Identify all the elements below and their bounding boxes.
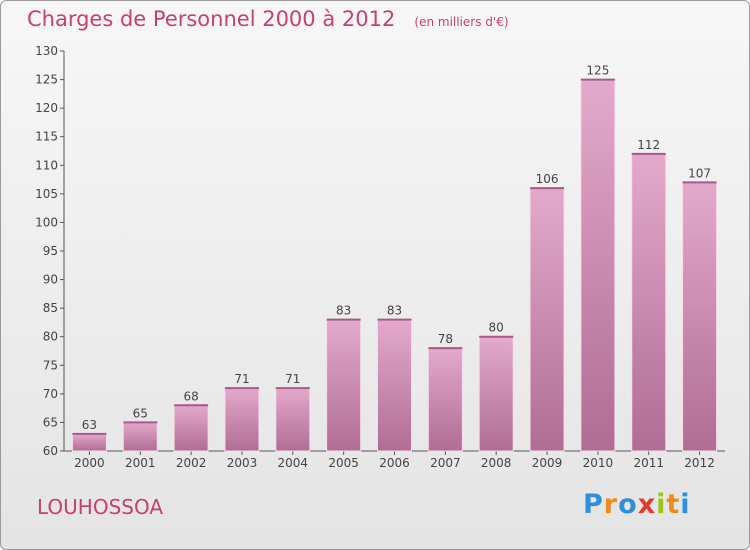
x-tick-label: 2002 xyxy=(176,456,207,470)
bar xyxy=(427,347,463,452)
data-label: 112 xyxy=(637,138,660,152)
data-label: 65 xyxy=(133,406,148,420)
y-tick-label: 115 xyxy=(35,130,58,144)
bar xyxy=(631,153,667,452)
chart-title: Charges de Personnel 2000 à 2012 xyxy=(27,7,396,31)
y-tick-label: 80 xyxy=(43,330,58,344)
bar xyxy=(275,387,311,452)
logo-letter: o xyxy=(618,489,638,520)
bar xyxy=(529,187,565,452)
logo-letter: i xyxy=(656,489,667,520)
y-tick-label: 65 xyxy=(43,415,58,429)
x-tick-label: 2006 xyxy=(379,456,410,470)
x-tick-label: 2012 xyxy=(684,456,715,470)
x-tick-label: 2003 xyxy=(227,456,258,470)
y-tick-label: 110 xyxy=(35,158,58,172)
logo-letter: P xyxy=(583,489,604,520)
logo-letter: t xyxy=(666,489,681,520)
data-label: 63 xyxy=(82,418,97,432)
y-tick-label: 130 xyxy=(35,44,58,58)
bar xyxy=(122,421,158,452)
y-tick-label: 90 xyxy=(43,273,58,287)
data-label: 80 xyxy=(489,321,504,335)
y-tick-label: 120 xyxy=(35,101,58,115)
x-tick-label: 2005 xyxy=(328,456,359,470)
data-label: 106 xyxy=(536,172,559,186)
data-label: 83 xyxy=(336,304,351,318)
y-tick-label: 125 xyxy=(35,73,58,87)
x-tick-label: 2011 xyxy=(633,456,664,470)
data-label: 107 xyxy=(688,166,711,180)
bar xyxy=(173,404,209,452)
y-tick-label: 100 xyxy=(35,215,58,229)
proxiti-logo: Proxiti xyxy=(583,489,691,520)
x-tick-label: 2001 xyxy=(125,456,156,470)
chart-subtitle: (en milliers d'€) xyxy=(414,15,509,29)
x-tick-label: 2008 xyxy=(481,456,512,470)
chart-header: Charges de Personnel 2000 à 2012 (en mil… xyxy=(27,7,509,31)
bar xyxy=(580,79,616,452)
bar xyxy=(377,319,412,452)
logo-letter: x xyxy=(637,489,657,520)
data-label: 83 xyxy=(387,304,402,318)
y-tick-label: 85 xyxy=(43,301,58,315)
logo-letter: r xyxy=(603,489,619,520)
bar xyxy=(326,319,362,452)
x-tick-label: 2010 xyxy=(583,456,614,470)
y-tick-label: 105 xyxy=(35,187,58,201)
y-tick-label: 60 xyxy=(43,444,58,458)
data-label: 125 xyxy=(586,64,609,78)
x-tick-label: 2009 xyxy=(532,456,563,470)
data-label: 78 xyxy=(438,332,453,346)
y-tick-label: 70 xyxy=(43,387,58,401)
x-tick-label: 2004 xyxy=(278,456,309,470)
x-tick-label: 2007 xyxy=(430,456,461,470)
bar xyxy=(224,387,260,452)
data-label: 71 xyxy=(234,372,249,386)
data-label: 71 xyxy=(285,372,300,386)
logo-letter: i xyxy=(680,489,691,520)
y-tick-label: 75 xyxy=(43,358,58,372)
x-tick-label: 2000 xyxy=(74,456,105,470)
data-label: 68 xyxy=(183,389,198,403)
bar xyxy=(682,181,718,452)
bar xyxy=(71,433,107,452)
y-tick-label: 95 xyxy=(43,244,58,258)
bar xyxy=(478,336,514,452)
town-name: LOUHOSSOA xyxy=(37,495,164,519)
